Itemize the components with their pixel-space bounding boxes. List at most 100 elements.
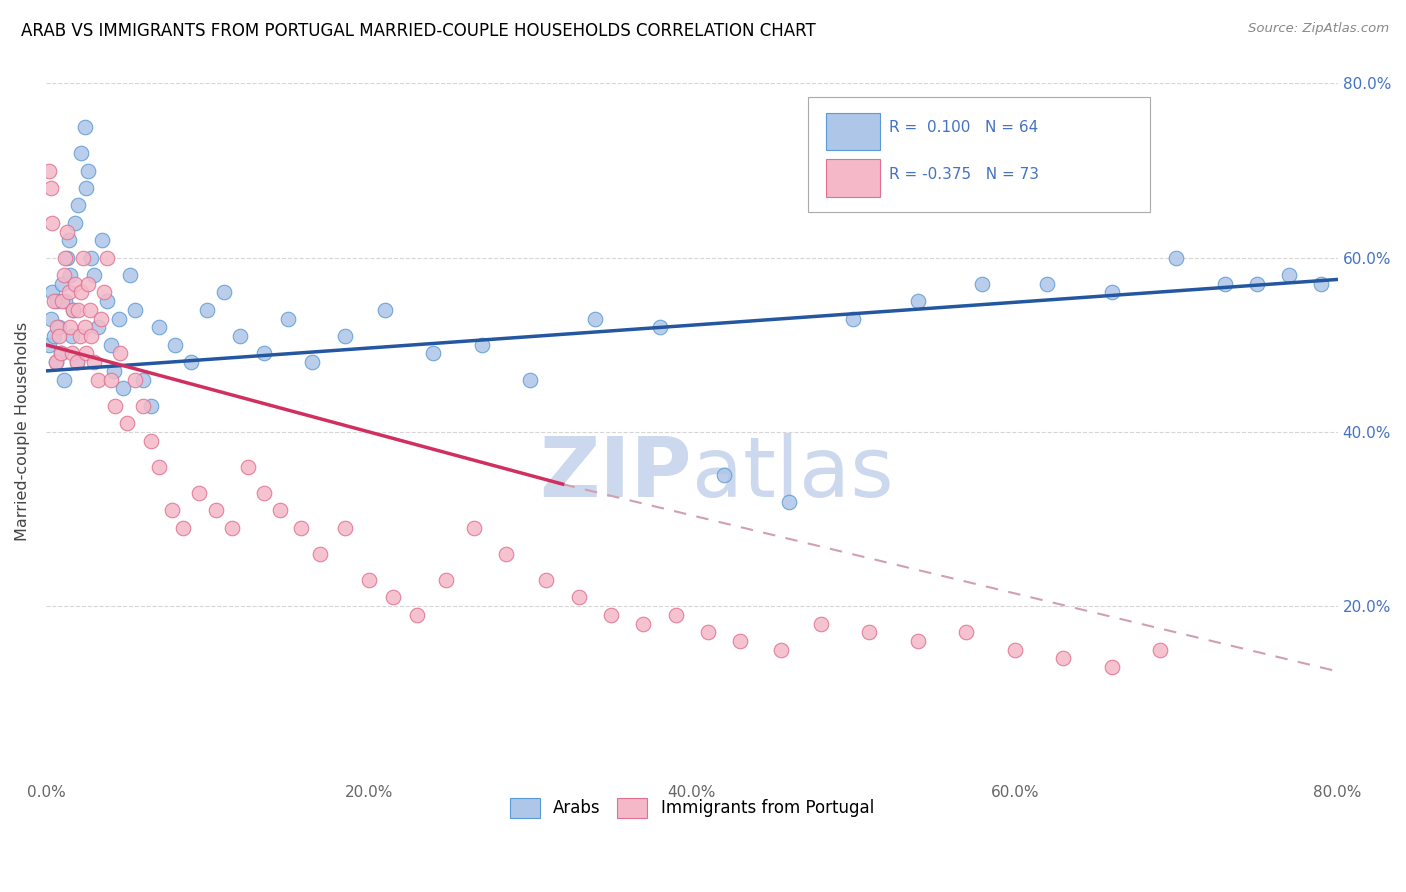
Point [53,294,76,309]
Point [253,486,276,500]
Point [38,163,60,178]
Point [56,225,79,239]
Point [228,329,250,343]
Point [46,320,69,334]
Point [104,399,127,413]
Point [96,251,118,265]
Point [600,607,623,622]
Text: ARAB VS IMMIGRANTS FROM PORTUGAL MARRIED-COUPLE HOUSEHOLDS CORRELATION CHART: ARAB VS IMMIGRANTS FROM PORTUGAL MARRIED… [21,22,815,40]
Point [1052,651,1074,665]
Point [810,616,832,631]
Point [290,521,312,535]
Point [77,163,100,178]
Point [907,634,929,648]
Point [568,591,591,605]
Point [422,346,444,360]
Point [1213,277,1236,291]
Point [842,311,865,326]
Text: R =  0.100   N = 64: R = 0.100 N = 64 [890,120,1039,135]
Point [1101,660,1123,674]
Point [42,329,65,343]
Point [75,346,97,360]
Point [48,329,70,343]
Point [103,364,125,378]
Point [67,198,90,212]
Point [648,320,671,334]
Point [406,607,429,622]
Point [46,294,69,309]
Point [86,373,108,387]
Point [75,181,97,195]
Point [58,285,80,300]
Point [301,355,323,369]
Point [172,521,194,535]
FancyBboxPatch shape [827,160,880,197]
Point [72,251,94,265]
Point [1149,642,1171,657]
Point [83,355,105,369]
Point [60,346,83,360]
Point [45,355,67,369]
Point [463,521,485,535]
Point [165,338,187,352]
Point [118,268,141,282]
Point [204,503,226,517]
Point [728,634,751,648]
Point [100,373,122,387]
Legend: Arabs, Immigrants from Portugal: Arabs, Immigrants from Portugal [503,791,880,824]
Point [1278,268,1301,282]
Point [357,573,380,587]
Point [1246,277,1268,291]
Point [333,329,356,343]
Point [63,216,86,230]
Point [110,346,132,360]
Point [38,338,60,352]
Point [495,547,517,561]
Point [93,285,115,300]
Point [53,251,76,265]
Point [91,233,114,247]
Point [160,503,183,517]
Point [471,338,494,352]
Point [1004,642,1026,657]
Point [333,521,356,535]
Point [66,355,89,369]
Point [124,373,146,387]
Point [1036,277,1059,291]
Point [148,459,170,474]
Point [277,311,299,326]
Point [188,486,211,500]
Point [59,320,82,334]
Point [51,294,73,309]
Point [124,302,146,317]
Point [79,302,101,317]
Point [955,625,977,640]
Point [858,625,880,640]
Point [197,302,219,317]
Point [132,373,155,387]
Point [45,355,67,369]
Point [236,459,259,474]
Point [115,416,138,430]
Point [62,302,84,317]
Point [80,251,103,265]
Point [1166,251,1188,265]
Point [907,294,929,309]
Point [77,277,100,291]
Point [583,311,606,326]
Point [49,346,72,360]
Point [80,329,103,343]
Point [713,468,735,483]
Point [1310,277,1333,291]
Point [73,120,96,134]
Point [39,311,62,326]
Point [112,381,135,395]
Point [52,268,75,282]
Point [180,355,202,369]
Point [221,521,243,535]
Point [212,285,235,300]
Point [96,294,118,309]
Point [972,277,994,291]
Point [633,616,655,631]
Point [42,294,65,309]
